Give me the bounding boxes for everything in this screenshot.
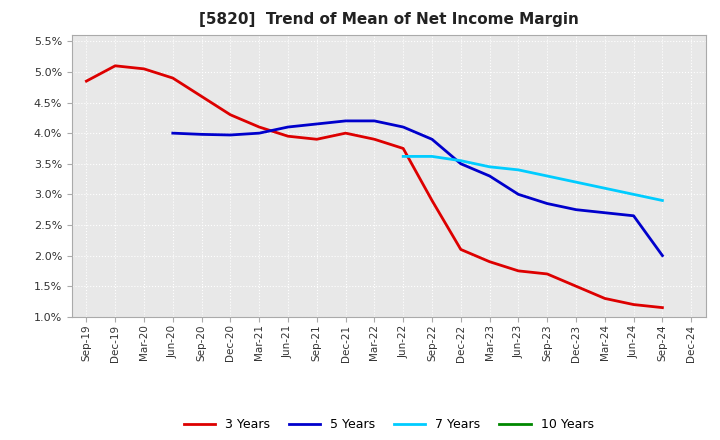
3 Years: [658, 305, 667, 310]
3 Years: [197, 94, 206, 99]
Line: 5 Years: 5 Years: [173, 121, 662, 256]
3 Years: [82, 78, 91, 84]
5 Years: [456, 161, 465, 166]
7 Years: [572, 180, 580, 185]
7 Years: [399, 154, 408, 159]
3 Years: [629, 302, 638, 307]
5 Years: [543, 201, 552, 206]
3 Years: [514, 268, 523, 274]
3 Years: [399, 146, 408, 151]
3 Years: [600, 296, 609, 301]
7 Years: [543, 173, 552, 179]
5 Years: [312, 121, 321, 127]
3 Years: [312, 137, 321, 142]
3 Years: [226, 112, 235, 117]
5 Years: [341, 118, 350, 124]
5 Years: [485, 173, 494, 179]
7 Years: [658, 198, 667, 203]
5 Years: [600, 210, 609, 215]
3 Years: [485, 259, 494, 264]
Title: [5820]  Trend of Mean of Net Income Margin: [5820] Trend of Mean of Net Income Margi…: [199, 12, 579, 27]
Legend: 3 Years, 5 Years, 7 Years, 10 Years: 3 Years, 5 Years, 7 Years, 10 Years: [179, 413, 598, 436]
7 Years: [428, 154, 436, 159]
3 Years: [572, 283, 580, 289]
3 Years: [111, 63, 120, 69]
7 Years: [514, 167, 523, 172]
3 Years: [428, 198, 436, 203]
5 Years: [399, 125, 408, 130]
5 Years: [572, 207, 580, 213]
3 Years: [543, 271, 552, 277]
7 Years: [629, 192, 638, 197]
3 Years: [370, 137, 379, 142]
5 Years: [168, 131, 177, 136]
5 Years: [226, 132, 235, 138]
5 Years: [370, 118, 379, 124]
5 Years: [284, 125, 292, 130]
Line: 3 Years: 3 Years: [86, 66, 662, 308]
7 Years: [600, 186, 609, 191]
5 Years: [255, 131, 264, 136]
3 Years: [168, 75, 177, 81]
Line: 7 Years: 7 Years: [403, 156, 662, 201]
5 Years: [629, 213, 638, 218]
3 Years: [255, 125, 264, 130]
5 Years: [197, 132, 206, 137]
3 Years: [456, 247, 465, 252]
3 Years: [341, 131, 350, 136]
5 Years: [514, 192, 523, 197]
3 Years: [140, 66, 148, 72]
5 Years: [428, 137, 436, 142]
7 Years: [456, 158, 465, 163]
5 Years: [658, 253, 667, 258]
3 Years: [284, 134, 292, 139]
7 Years: [485, 164, 494, 169]
